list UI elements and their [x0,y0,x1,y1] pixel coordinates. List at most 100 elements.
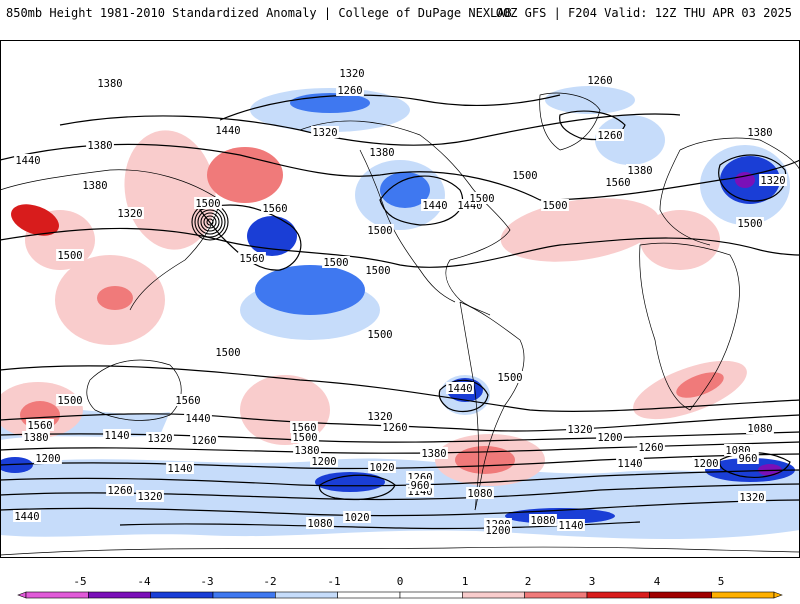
contour-label: 1200 [693,458,718,470]
contour-label: 1260 [382,422,407,434]
contour-label-bg [596,129,624,141]
contour-south-1080 [0,499,800,517]
contour-label-bg [343,511,371,523]
contour-label-bg [692,457,720,469]
north-pacific-low-ring [203,215,217,229]
antarctic-west-strong-negative [0,457,33,473]
contour-label: 1200 [311,456,336,468]
contour-label: 960 [739,453,758,465]
contour-label: 1560 [262,203,287,215]
contour-label-bg [420,447,448,459]
contour-label-bg [56,394,84,406]
contour-south-1260 [0,453,800,470]
contour-label: 1260 [638,442,663,454]
contour-label-bg [214,124,242,136]
contour-label-bg [22,431,50,443]
contour-label-bg [736,217,764,229]
contour-label: 1500 [323,257,348,269]
contour-label-bg [421,199,449,211]
contour-label-bg [557,519,585,531]
contour-label-bg [238,252,266,264]
california-strong-negative [380,172,430,208]
contour-label: 1500 [365,265,390,277]
contour-label: 1500 [195,198,220,210]
contour-label: 1140 [167,463,192,475]
east-asia-positive-anomaly [124,130,216,250]
contour-label: 1320 [760,175,785,187]
contour-label-bg [746,126,774,138]
contour-label: 1440 [14,511,39,523]
contour-label: 1260 [107,485,132,497]
contour-south-1500 [0,365,800,412]
contour-label: 1560 [239,253,264,265]
contour-label-bg [311,126,339,138]
contour-label: 1320 [312,127,337,139]
contour-label: 1500 [215,347,240,359]
north-pacific-low-ring [206,218,214,226]
model-valid-time: 00Z GFS | F204 Valid: 12Z THU APR 03 202… [495,6,792,20]
contour-label-bg [261,202,289,214]
contour-label-bg [484,524,512,536]
contour-label: 1380 [369,147,394,159]
contour-label-bg [468,192,496,204]
himalaya-very-strong-positive [11,204,59,236]
contour-label: 1500 [57,395,82,407]
contour-label: 1500 [469,193,494,205]
contour-south-1380 [0,431,800,443]
contour-label: 1500 [57,250,82,262]
north-atlantic-positive-anomaly [500,198,660,262]
colorbar-box [337,591,401,599]
contour-label: 1140 [558,520,583,532]
contour-label: 1380 [23,432,48,444]
contour-label: 1260 [337,85,362,97]
contour-label: 1320 [367,411,392,423]
north-atlantic-negative-anomaly [595,115,665,165]
contour-label-bg [366,410,394,422]
contour-label: 1500 [367,225,392,237]
colorbar-box [88,591,151,599]
colorbar-tick-label: 4 [654,575,661,588]
colorbar-tick-label: -4 [137,575,151,588]
contour-label: 1260 [587,75,612,87]
contour-label-bg [214,346,242,358]
contour-label-bg [310,455,338,467]
anomaly-colorbar: -5 -4 -3 -2 -1 0 1 2 3 4 5 [0,572,800,600]
contour-label-bg [616,457,644,469]
colorbar-box [462,591,525,599]
contour-label: 1320 [339,68,364,80]
contour-label: 1260 [191,435,216,447]
colorbar-box [711,591,775,599]
contour-label-bg [136,490,164,502]
contour-label-bg [194,197,222,209]
north-pacific-low-ring [200,212,220,232]
colorbar-tick-label: 0 [397,575,404,588]
colorbar-box [649,591,712,599]
colorbar-box [399,591,463,599]
colorbar-tick-label: 5 [718,575,725,588]
colorbar-tick-label: 2 [525,575,532,588]
contour-label-bg [496,371,524,383]
contour-label-bg [81,179,109,191]
contour-arctic-1320 [219,94,561,121]
contour-label-bg [381,421,409,433]
ural-extreme-negative [735,172,755,188]
north-america-west-coast [359,149,456,303]
contour-label: 1140 [104,430,129,442]
colorbar-box [25,591,89,599]
colorbar-tick-label: -3 [200,575,213,588]
contour-label-bg [56,249,84,261]
africa-positive-anomaly [640,210,720,270]
contour-label: 1500 [292,432,317,444]
contour-label: 1320 [739,492,764,504]
colorbar-box [150,591,214,599]
contour-label: 1560 [175,395,200,407]
kamchatka-strong-positive [207,147,283,203]
colorbar-ticks: -5 -4 -3 -2 -1 0 1 2 3 4 5 [73,575,724,588]
contour-label-bg [184,412,212,424]
contour-label-bg [106,484,134,496]
contour-label-bg [366,224,394,236]
contour-label: 1440 [447,383,472,395]
contour-south-ocean-low [318,474,396,501]
maritime-strong-positive [97,286,133,310]
